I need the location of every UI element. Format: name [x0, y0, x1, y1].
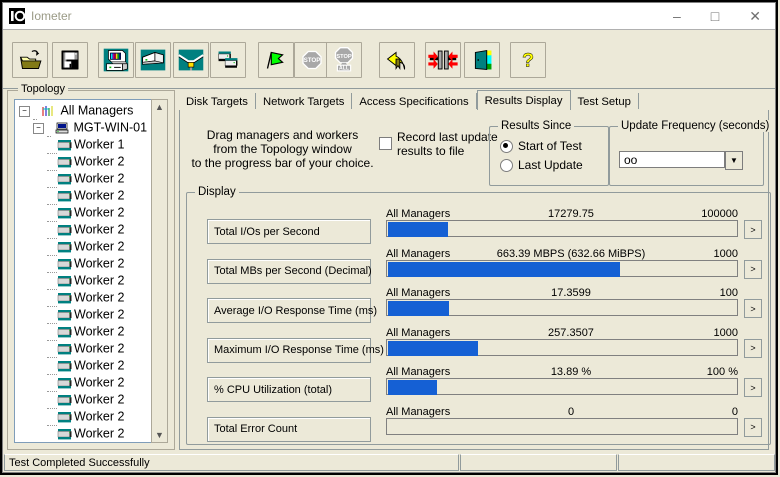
svg-text:?: ? — [522, 50, 534, 72]
svg-text:STOP: STOP — [336, 54, 352, 60]
svg-text:ALL: ALL — [339, 66, 349, 72]
svg-text:STOP: STOP — [304, 57, 321, 64]
